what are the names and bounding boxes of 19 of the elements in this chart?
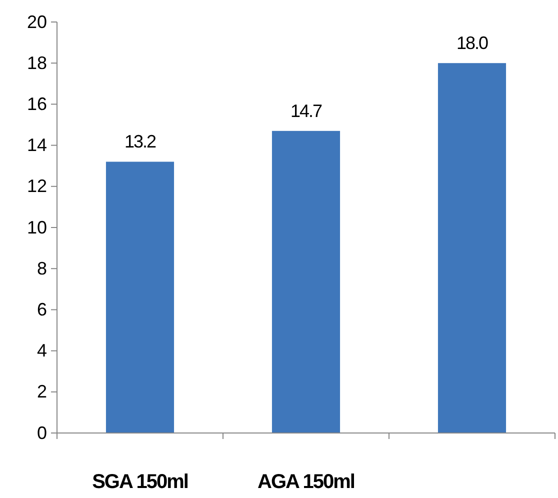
y-tick-label: 20 [26,12,47,32]
x-tick-label: AGA 150ml [258,471,355,493]
bar [438,63,506,433]
bar [106,162,174,433]
y-tick-label: 0 [36,422,47,443]
y-tick-label: 10 [26,217,47,238]
y-tick-label: 4 [36,340,47,361]
y-tick-label: 14 [26,135,47,156]
y-tick-label: 16 [26,94,47,114]
y-tick-label: 2 [36,382,47,402]
data-label: 13.2 [124,132,156,152]
bar [272,130,340,433]
y-tick-label: 6 [36,299,47,320]
data-label: 14.7 [290,100,322,121]
data-label: 18.0 [456,33,488,54]
y-tick-label: 18 [26,52,47,73]
x-tick-label: SGA 150ml [92,471,188,493]
y-tick-label: 12 [26,176,47,196]
y-tick-label: 8 [36,258,47,278]
